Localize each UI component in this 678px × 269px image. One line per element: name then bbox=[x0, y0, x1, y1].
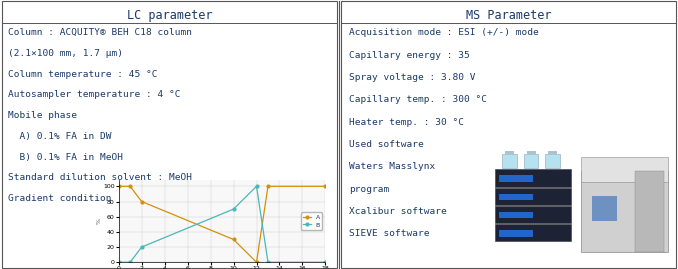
Bar bbox=[505, 151, 514, 154]
Y-axis label: %: % bbox=[96, 218, 102, 224]
Text: Heater temp. : 30 °C: Heater temp. : 30 °C bbox=[349, 118, 464, 126]
Text: program: program bbox=[349, 185, 389, 193]
Text: Used software: Used software bbox=[349, 140, 424, 149]
B bbox=[229, 207, 237, 211]
Text: Acquisition mode : ESI (+/-) mode: Acquisition mode : ESI (+/-) mode bbox=[349, 28, 539, 37]
Bar bbox=[495, 169, 571, 187]
Text: Xcalibur software: Xcalibur software bbox=[349, 207, 447, 216]
Legend: A, B: A, B bbox=[300, 213, 322, 230]
Line: A: A bbox=[117, 185, 327, 264]
A bbox=[138, 200, 146, 203]
A bbox=[115, 185, 123, 188]
Text: MS Parameter: MS Parameter bbox=[466, 9, 551, 22]
Text: Standard dilution solvent : MeOH: Standard dilution solvent : MeOH bbox=[8, 173, 193, 182]
Bar bbox=[524, 154, 538, 168]
B bbox=[264, 261, 272, 264]
Bar bbox=[499, 194, 533, 200]
Text: Mobile phase: Mobile phase bbox=[8, 111, 77, 120]
B bbox=[115, 261, 123, 264]
Text: A) 0.1% FA in DW: A) 0.1% FA in DW bbox=[8, 132, 112, 141]
Text: Spray voltage : 3.80 V: Spray voltage : 3.80 V bbox=[349, 73, 476, 82]
A bbox=[229, 238, 237, 241]
Text: Capillary temp. : 300 °C: Capillary temp. : 300 °C bbox=[349, 95, 487, 104]
A bbox=[252, 261, 260, 264]
Bar bbox=[499, 175, 533, 182]
Line: B: B bbox=[117, 185, 327, 264]
Bar bbox=[548, 151, 557, 154]
Bar bbox=[592, 196, 618, 221]
B bbox=[252, 185, 260, 188]
Text: LC parameter: LC parameter bbox=[127, 9, 212, 22]
Bar bbox=[527, 151, 536, 154]
A bbox=[321, 185, 330, 188]
Bar bbox=[499, 230, 533, 236]
Text: Column temperature : 45 °C: Column temperature : 45 °C bbox=[8, 70, 158, 79]
A bbox=[126, 185, 134, 188]
Text: Waters Masslynx: Waters Masslynx bbox=[349, 162, 435, 171]
Bar bbox=[581, 171, 668, 252]
Bar bbox=[581, 157, 668, 182]
Bar bbox=[495, 206, 571, 223]
B bbox=[321, 261, 330, 264]
Bar bbox=[545, 154, 560, 168]
Bar bbox=[499, 212, 533, 218]
Text: Column : ACQUITY® BEH C18 column: Column : ACQUITY® BEH C18 column bbox=[8, 28, 193, 37]
Bar bbox=[635, 171, 664, 252]
Bar bbox=[495, 188, 571, 205]
Text: SIEVE software: SIEVE software bbox=[349, 229, 430, 238]
Text: B) 0.1% FA in MeOH: B) 0.1% FA in MeOH bbox=[8, 153, 123, 161]
Text: Gradient condition: Gradient condition bbox=[8, 194, 112, 203]
Text: (2.1×100 mm, 1.7 μm): (2.1×100 mm, 1.7 μm) bbox=[8, 49, 123, 58]
A bbox=[264, 185, 272, 188]
Text: Autosampler temperature : 4 °C: Autosampler temperature : 4 °C bbox=[8, 90, 181, 99]
B bbox=[126, 261, 134, 264]
Bar bbox=[495, 224, 571, 241]
Bar bbox=[502, 154, 517, 168]
B bbox=[138, 246, 146, 249]
Text: Capillary energy : 35: Capillary energy : 35 bbox=[349, 51, 470, 59]
